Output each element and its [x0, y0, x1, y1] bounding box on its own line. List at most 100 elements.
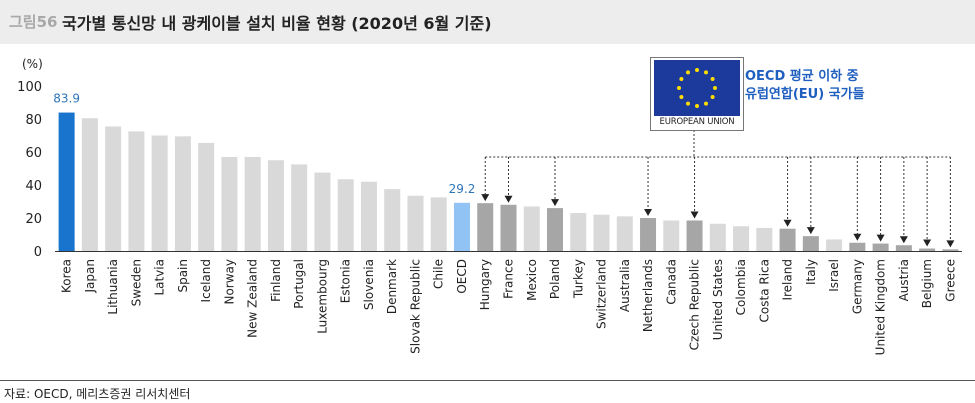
- bar-costa-rica: [756, 227, 773, 251]
- flag-star: [679, 95, 684, 99]
- eu-callout-text: OECD 평균 이하 중 유럽연합(EU) 국가들: [745, 68, 865, 104]
- x-tick-label: Czech Republic: [688, 259, 702, 350]
- bar-turkey: [570, 213, 587, 251]
- x-tick-label: Turkey: [571, 259, 585, 299]
- x-tick-label: Germany: [850, 259, 864, 314]
- bar-united-kingdom: [872, 243, 889, 251]
- bar-germany: [849, 242, 866, 251]
- x-tick-label: Lithuania: [106, 259, 120, 315]
- x-tick-label: Sweden: [129, 259, 143, 306]
- bar-finland: [267, 160, 284, 251]
- arrow-head: [806, 227, 815, 235]
- bar-mexico: [523, 206, 540, 251]
- bar-luxembourg: [314, 172, 331, 251]
- x-tick-label: Slovak Republic: [408, 259, 422, 354]
- x-tick-label: Netherlands: [641, 259, 655, 332]
- eu-callout-line1: OECD 평균 이하 중: [745, 69, 859, 84]
- source-divider: [0, 380, 975, 381]
- bar-chile: [430, 197, 447, 251]
- y-tick-label: 100: [17, 80, 42, 95]
- arrow-head: [853, 233, 862, 241]
- bar-portugal: [291, 164, 308, 251]
- source-note: 자료: OECD, 메리츠증권 리서치센터: [4, 387, 191, 401]
- bar-colombia: [733, 226, 750, 251]
- flag-star: [704, 101, 708, 106]
- bar-greece: [942, 249, 959, 251]
- bar-belgium: [919, 248, 936, 251]
- data-label-oecd: 29.2: [449, 182, 476, 196]
- eu-callout-line2: 유럽연합(EU) 국가들: [745, 87, 865, 102]
- x-tick-label: Spain: [176, 259, 190, 293]
- flag-star: [679, 77, 684, 81]
- x-tick-label: Ireland: [781, 259, 795, 301]
- bar-hungary: [477, 203, 494, 251]
- bar-ireland: [779, 228, 796, 251]
- bar-slovak-republic: [407, 195, 424, 251]
- x-tick-label: OECD: [455, 259, 469, 294]
- x-tick-label: Luxembourg: [315, 259, 329, 334]
- bar-new-zealand: [244, 156, 261, 251]
- x-tick-label: Mexico: [525, 259, 539, 301]
- arrow-head: [876, 234, 885, 242]
- figure-title: 국가별 통신망 내 광케이블 설치 비율 현황 (2020년 6월 기준): [62, 14, 492, 33]
- x-tick-label: Estonia: [339, 259, 353, 303]
- x-tick-label: Japan: [83, 259, 97, 293]
- y-tick-label: 60: [25, 146, 42, 161]
- x-tick-label: Switzerland: [595, 259, 609, 329]
- flag-star: [710, 77, 715, 81]
- arrow-head: [899, 236, 908, 244]
- bar-netherlands: [640, 218, 657, 251]
- x-tick-label: Austria: [897, 259, 911, 301]
- flag-star: [695, 104, 699, 108]
- flag-star: [704, 70, 708, 75]
- x-tick-label: Costa Rica: [757, 259, 771, 322]
- bar-czech-republic: [686, 220, 703, 251]
- x-tick-label: Slovenia: [362, 259, 376, 310]
- data-label-korea: 83.9: [53, 92, 80, 106]
- x-tick-label: Finland: [269, 259, 283, 302]
- bar-france: [500, 204, 517, 251]
- bar-korea: [58, 112, 75, 251]
- flag-star: [710, 95, 715, 99]
- y-tick-label: 80: [25, 113, 42, 128]
- x-tick-label: Hungary: [478, 259, 492, 310]
- x-tick-label: United States: [711, 259, 725, 340]
- bar-sweden: [128, 131, 145, 251]
- arrow-head: [644, 209, 653, 216]
- bar-austria: [895, 245, 912, 251]
- arrow-head: [690, 211, 699, 219]
- x-tick-label: Denmark: [385, 259, 399, 314]
- bar-slovenia: [360, 181, 377, 251]
- x-tick-label: Norway: [222, 259, 236, 305]
- x-tick-label: Italy: [804, 259, 818, 285]
- eu-flag-icon: [654, 60, 740, 116]
- y-tick-label: 40: [25, 179, 42, 194]
- x-tick-label: Poland: [548, 259, 562, 299]
- flag-star: [686, 101, 690, 106]
- arrow-head: [551, 199, 560, 207]
- x-tick-label: Portugal: [292, 259, 306, 309]
- bar-poland: [547, 208, 564, 251]
- x-tick-label: Canada: [664, 259, 678, 305]
- x-tick-label: Korea: [60, 259, 74, 293]
- flag-star: [686, 70, 690, 75]
- flag-star: [695, 68, 699, 72]
- x-tick-label: Iceland: [199, 259, 213, 302]
- bar-japan: [81, 118, 98, 251]
- bar-israel: [826, 239, 843, 251]
- bar-canada: [663, 220, 680, 251]
- x-tick-label: Latvia: [153, 259, 167, 296]
- x-tick-label: Colombia: [734, 259, 748, 315]
- arrow-head: [783, 219, 792, 227]
- x-tick-label: Belgium: [920, 259, 934, 308]
- bar-spain: [174, 136, 191, 251]
- bar-estonia: [337, 179, 354, 251]
- bar-chart: (%) 0 20 40 60 80 100 Korea Japan Lithuania Sweden…: [17, 57, 962, 355]
- x-tick-label: New Zealand: [246, 259, 260, 338]
- flag-star: [677, 86, 681, 90]
- y-tick-label: 20: [25, 212, 42, 227]
- bar-norway: [221, 156, 238, 251]
- arrow-head: [923, 239, 932, 247]
- eu-emblem: EUROPEAN UNION: [650, 57, 744, 131]
- arrow-head: [504, 195, 513, 203]
